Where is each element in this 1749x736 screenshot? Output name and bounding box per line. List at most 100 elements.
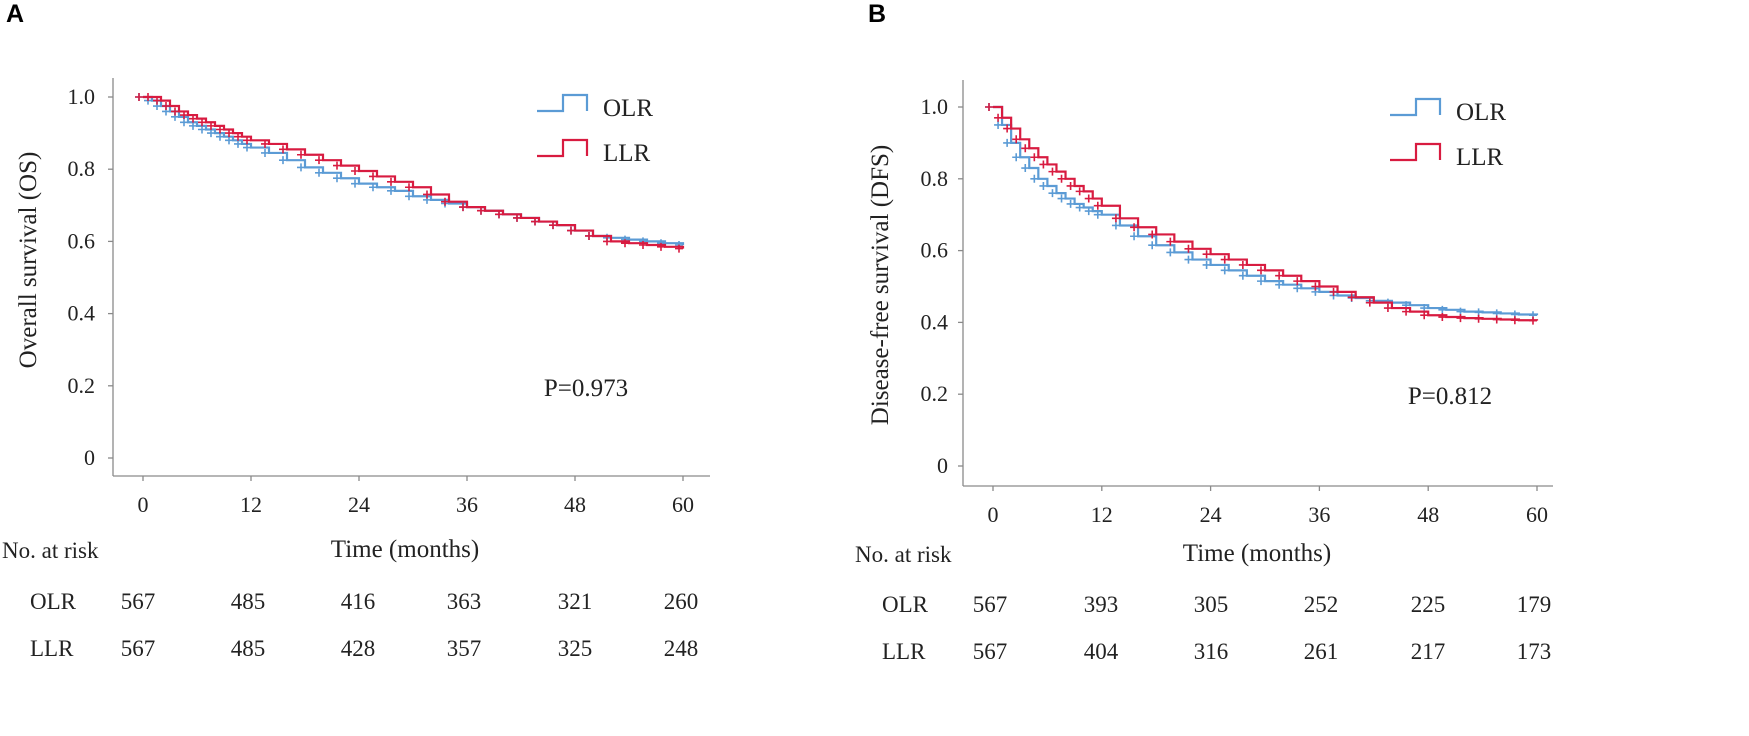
censor-mark-llr [297,150,305,159]
panel-label: A [6,0,24,28]
legend-swatch-llr [1390,142,1442,162]
risk-table-cell: 404 [1084,639,1119,664]
censor-mark-llr [985,103,993,111]
censor-mark-llr [1021,144,1030,153]
censor-mark-llr [1030,153,1039,162]
censor-mark-llr [333,161,341,170]
y-tick-label: 1.0 [921,94,949,119]
censor-mark-olr [1084,207,1093,216]
x-tick-label: 48 [564,492,586,517]
censor-mark-llr [567,226,575,235]
censor-mark-olr [315,168,323,177]
censor-mark-olr [297,163,305,172]
censor-mark-olr [180,118,188,127]
censor-mark-llr [225,129,233,138]
censor-mark-llr [549,221,557,230]
x-tick-label: 12 [1091,502,1113,527]
censor-mark-llr [1166,237,1175,246]
censor-mark-olr [1438,305,1447,314]
censor-mark-llr [1130,223,1139,232]
censor-mark-llr [1347,293,1356,302]
y-tick-label: 0.8 [68,156,96,181]
y-tick-label: 0.4 [921,309,949,334]
censor-mark-olr [1238,271,1247,280]
legend-label-olr: OLR [1456,99,1506,126]
censor-mark-olr [189,121,197,130]
censor-mark-llr [639,241,647,250]
censor-mark-llr [1529,316,1537,325]
censor-mark-olr [351,179,359,188]
censor-mark-olr [243,143,251,152]
censor-mark-llr [531,217,539,226]
risk-table-cell: 357 [447,636,482,661]
p-value-annotation: P=0.973 [544,375,628,402]
risk-row-label-llr: LLR [30,636,74,661]
censor-mark-llr [994,113,1003,122]
x-tick-label: 36 [1308,502,1330,527]
censor-mark-llr [135,93,143,101]
censor-mark-llr [1402,307,1411,316]
censor-mark-olr [1202,260,1211,269]
censor-mark-llr [1039,160,1048,169]
risk-table-cell: 485 [231,636,266,661]
x-tick-label: 60 [672,492,694,517]
censor-mark-llr [1329,287,1338,296]
censor-mark-olr [1275,280,1284,289]
risk-table-cell: 248 [664,636,699,661]
x-tick-label: 36 [456,492,478,517]
risk-table-cell: 225 [1411,592,1446,617]
x-tick-label: 0 [138,492,149,517]
chart-panel-a: A 0 0.2 0.4 0.6 0.8 1.0 0 12 24 36 48 60 Time (months… [2,0,710,661]
risk-row-label-llr: LLR [882,639,926,664]
censor-mark-llr [1066,181,1075,190]
censor-mark-olr [1184,255,1193,264]
risk-table-cell: 321 [558,589,593,614]
x-axis-title: Time (months) [331,536,479,563]
censor-mark-olr [1039,181,1048,190]
risk-table-cell: 217 [1411,639,1446,664]
y-axis-title: Disease-free survival (DFS) [867,145,894,425]
survival-curve-llr [993,105,1539,322]
censor-mark-llr [1456,314,1465,323]
survival-curve-olr [143,95,685,246]
y-tick-label: 0.8 [921,166,949,191]
censor-mark-olr [198,125,206,134]
censor-mark-llr [1111,214,1120,223]
censor-mark-llr [495,210,503,219]
censor-mark-llr [513,213,521,222]
censor-mark-olr [1220,266,1229,275]
censor-mark-olr [1075,203,1084,212]
censor-mark-olr [1148,241,1157,250]
risk-table-header: No. at risk [2,538,99,563]
x-axis-title: Time (months) [1183,540,1331,567]
censor-mark-llr [261,139,269,148]
legend-swatch-llr [537,138,589,158]
y-tick-label: 0.2 [68,373,96,398]
censor-mark-llr [171,107,179,116]
censor-mark-llr [1084,194,1093,203]
censor-mark-llr [1275,271,1284,280]
censor-mark-llr [144,93,152,101]
censor-mark-llr [1012,135,1021,144]
censor-mark-llr [1492,315,1501,324]
y-tick-label: 0 [937,453,948,478]
censor-mark-llr [279,145,287,154]
censor-mark-llr [675,244,683,253]
censor-mark-olr [333,174,341,183]
x-tick-label: 48 [1417,502,1439,527]
censor-mark-llr [189,114,197,123]
risk-table-cell: 173 [1517,639,1552,664]
censor-mark-llr [243,136,251,145]
risk-table-cell: 179 [1517,592,1552,617]
y-tick-label: 1.0 [68,84,96,109]
censor-mark-llr [621,239,629,248]
censor-mark-olr [405,192,413,201]
censor-mark-llr [387,177,395,186]
censor-mark-olr [1257,277,1265,286]
censor-mark-llr [1075,187,1084,196]
censor-mark-llr [1003,124,1012,133]
censor-mark-llr [207,121,215,130]
risk-table-cell: 567 [121,589,156,614]
censor-mark-llr [1293,277,1302,286]
